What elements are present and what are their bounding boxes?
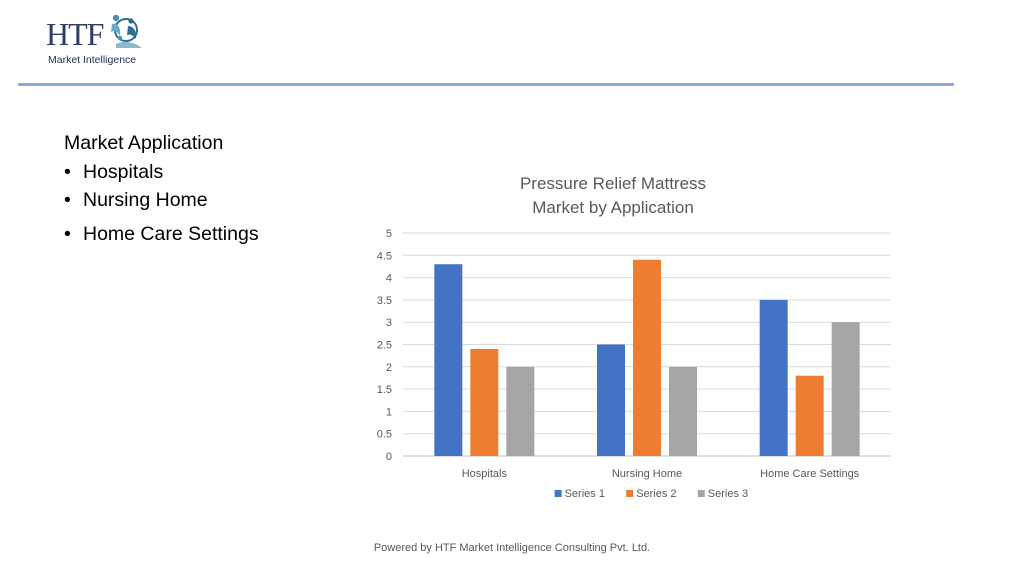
logo-figures-icon — [111, 14, 142, 48]
y-tick-label: 2.5 — [377, 340, 392, 352]
y-tick-label: 1.5 — [377, 384, 392, 396]
legend-swatch — [697, 490, 705, 497]
y-tick-label: 5 — [386, 228, 392, 240]
bar — [831, 322, 860, 456]
bullet-text: Nursing Home — [83, 189, 208, 211]
bar — [470, 348, 499, 456]
bullet-text: Hospitals — [83, 161, 164, 183]
htf-logo: HTF Market Intelligence — [46, 12, 156, 72]
chart: Pressure Relief Mattress Market by Appli… — [355, 168, 900, 520]
bullet-item: • Home Care Settings — [64, 220, 364, 248]
bar — [633, 259, 661, 456]
x-tick-label: Home Care Settings — [760, 468, 860, 480]
legend-label: Series 2 — [636, 488, 676, 500]
legend-label: Series 3 — [708, 488, 748, 500]
footer-credit: Powered by HTF Market Intelligence Consu… — [373, 542, 651, 554]
logo-brand: HTF — [46, 16, 104, 52]
bar — [506, 366, 535, 456]
legend-label: Series 1 — [565, 488, 605, 500]
bar — [669, 366, 697, 456]
bar — [597, 344, 625, 456]
x-tick-label: Nursing Home — [612, 468, 682, 480]
bar-chart-plot: 0 0.5 1 1.5 2 2.5 3 3.5 4 4.5 5 Hospitals Nursing Ho… — [377, 228, 891, 500]
y-tick-label: 1 — [386, 406, 392, 418]
bar — [795, 375, 824, 456]
logo-tagline: Market Intelligence — [48, 54, 137, 66]
y-tick-label: 0.5 — [377, 429, 392, 441]
bullet-icon: • — [64, 189, 71, 211]
application-list: Market Application • Hospitals • Nursing H… — [64, 130, 364, 248]
bar — [434, 264, 463, 456]
y-tick-label: 3 — [386, 317, 392, 329]
y-tick-label: 4 — [386, 273, 392, 285]
legend-swatch — [626, 490, 634, 497]
y-tick-label: 4.5 — [377, 250, 392, 262]
chart-title-line-2: Market by Application — [532, 198, 694, 217]
bullet-item: • Nursing Home — [64, 186, 364, 214]
bullet-list: • Hospitals • Nursing Home • Home Care Sett… — [64, 158, 364, 248]
bullet-icon: • — [64, 161, 71, 183]
y-tick-label: 3.5 — [377, 295, 392, 307]
chart-title-line-1: Pressure Relief Mattress — [519, 174, 707, 193]
bullet-icon: • — [64, 223, 71, 245]
section-heading: Market Application — [64, 132, 224, 154]
x-tick-label: Hospitals — [462, 468, 508, 480]
bullet-item: • Hospitals — [64, 158, 364, 186]
bar — [759, 299, 788, 456]
header-divider — [18, 83, 954, 86]
bullet-text: Home Care Settings — [83, 223, 259, 245]
legend-swatch — [554, 490, 562, 497]
y-tick-label: 0 — [386, 451, 392, 463]
y-tick-label: 2 — [386, 362, 392, 374]
